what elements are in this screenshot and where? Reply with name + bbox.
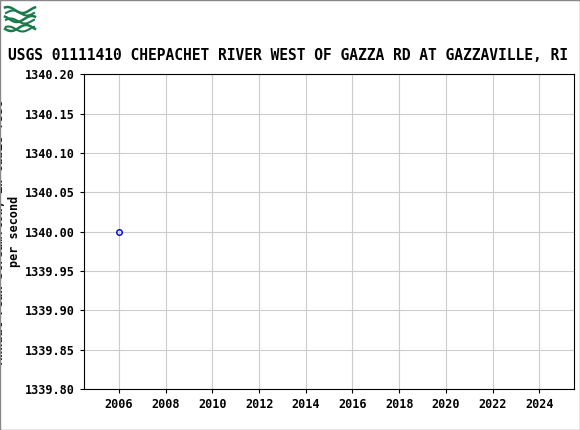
- Bar: [4, 3, 36, 35]
- Bar: [4, 3, 36, 35]
- Text: USGS: USGS: [40, 9, 108, 29]
- Y-axis label: Annual Peak Streamflow, in cubic feet
per second: Annual Peak Streamflow, in cubic feet pe…: [0, 100, 21, 363]
- Text: USGS 01111410 CHEPACHET RIVER WEST OF GAZZA RD AT GAZZAVILLE, RI: USGS 01111410 CHEPACHET RIVER WEST OF GA…: [8, 48, 568, 63]
